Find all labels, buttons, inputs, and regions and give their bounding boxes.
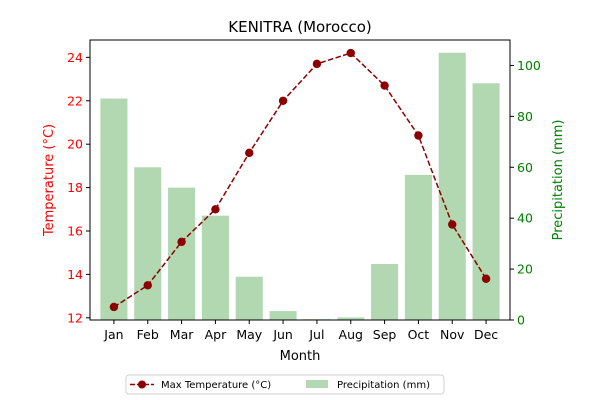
temperature-point-mar [177, 237, 186, 247]
x-tick-label: Dec [474, 327, 498, 342]
y-left-tick-label: 14 [67, 267, 83, 282]
chart-title: KENITRA (Morocco) [228, 18, 371, 36]
temperature-point-jun [278, 96, 288, 105]
temperature-line [109, 48, 491, 312]
x-tick-label: Aug [339, 327, 363, 342]
temperature-point-jul [312, 59, 322, 69]
y-left-tick-label: 18 [67, 180, 83, 195]
x-tick-label: Apr [205, 327, 227, 342]
temperature-point-may [245, 148, 254, 158]
legend-marker-swatch [138, 380, 146, 389]
axes: Jan Feb Mar Apr May Jun Jul Aug Sep Oct Nov Dec 12 14… [67, 39, 541, 342]
y-left-tick-label: 24 [67, 50, 83, 65]
legend-bar-swatch [306, 380, 328, 388]
y-left-tick-label: 20 [67, 137, 83, 152]
precip-bar-oct [404, 174, 432, 320]
y-right-tick-label: 40 [517, 211, 533, 226]
precip-bar-dec [472, 83, 500, 320]
legend-label-temperature: Max Temperature (°C) [161, 380, 271, 391]
y-right-tick-label: 0 [517, 313, 525, 328]
y-axis-left-label: Temperature (°C) [42, 124, 57, 237]
x-tick-label: May [236, 327, 262, 342]
precip-bar-sep [371, 264, 399, 320]
precip-bar-may [235, 276, 263, 320]
temperature-point-nov [448, 220, 457, 229]
y-right-tick-label: 80 [517, 109, 533, 124]
y-right-tick-label: 60 [517, 160, 533, 175]
precip-bar-feb [134, 167, 162, 320]
precip-bar-apr [201, 215, 229, 320]
temperature-point-oct [414, 131, 423, 140]
temperature-point-feb [143, 281, 152, 290]
temperature-point-dec [481, 274, 491, 283]
x-tick-label: Jun [272, 327, 293, 342]
precip-bar-aug [337, 317, 365, 320]
precip-bar-jun [269, 311, 297, 320]
temperature-point-jan [109, 302, 119, 312]
temperature-point-aug [346, 48, 355, 58]
plot-frame [89, 39, 511, 321]
x-tick-label: Jan [103, 327, 123, 342]
legend: Max Temperature (°C) Precipitation (mm) [125, 374, 445, 395]
x-tick-label: Jul [308, 327, 324, 342]
x-tick-label: Nov [440, 327, 465, 342]
precip-bar-jan [100, 98, 128, 320]
x-tick-label: Oct [408, 327, 430, 342]
y-right-tick-label: 100 [517, 58, 541, 73]
x-axis-label: Month [280, 349, 321, 364]
y-left-tick-label: 16 [67, 224, 83, 239]
precip-bar-nov [438, 52, 466, 321]
temperature-point-apr [211, 205, 220, 214]
y-right-tick-label: 20 [517, 262, 533, 277]
precipitation-bars [100, 52, 500, 321]
temperature-point-sep [380, 81, 389, 90]
x-tick-label: Mar [170, 327, 194, 342]
y-axis-right-label: Precipitation (mm) [551, 120, 566, 241]
legend-frame [125, 374, 445, 395]
x-tick-label: Feb [137, 327, 159, 342]
y-left-tick-label: 12 [67, 310, 83, 325]
x-tick-label: Sep [373, 327, 397, 342]
y-left-tick-label: 22 [67, 93, 83, 108]
legend-label-precipitation: Precipitation (mm) [337, 380, 430, 391]
temperature-series-line [113, 52, 487, 308]
